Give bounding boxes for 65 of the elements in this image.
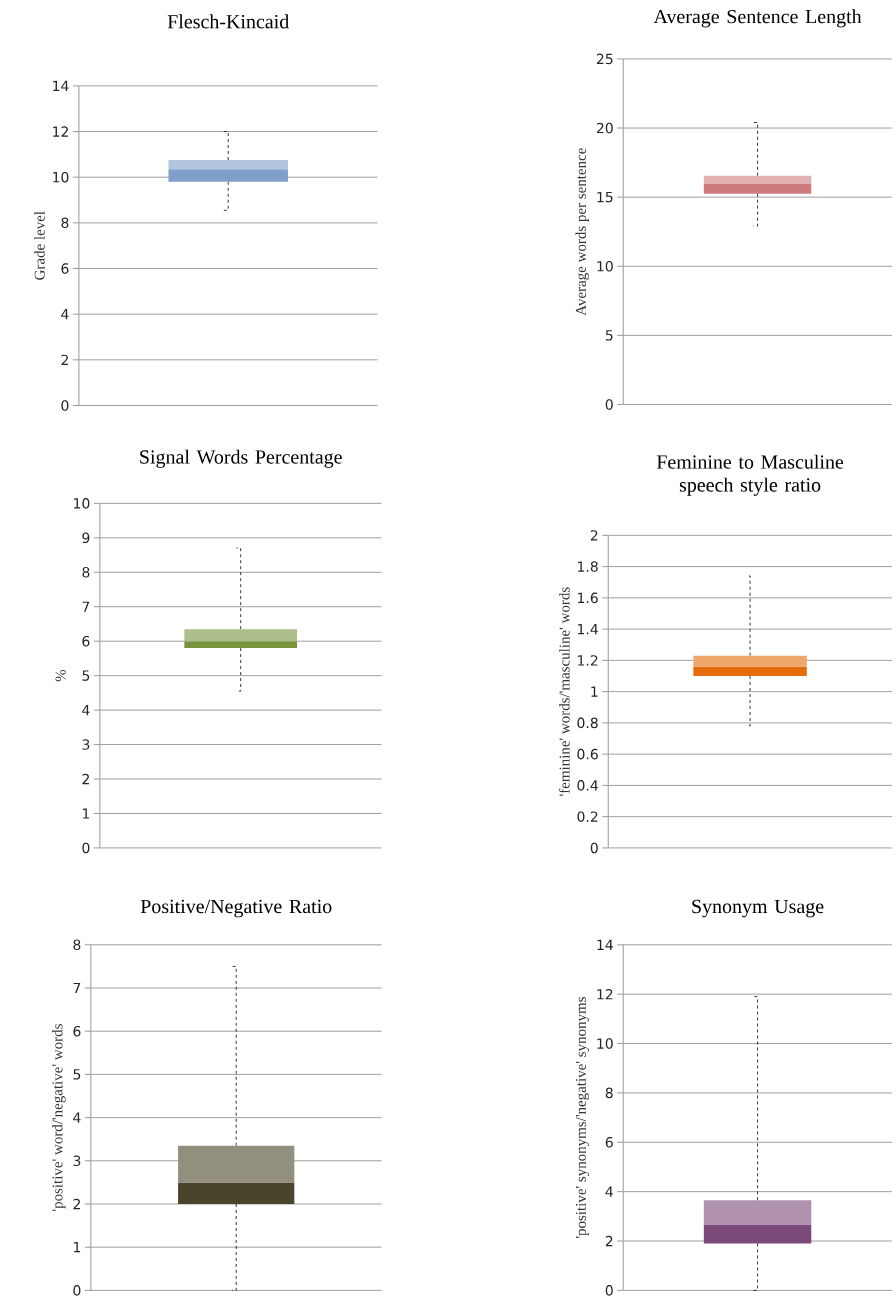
y-tick-label: 0.4	[577, 780, 598, 791]
y-tick-label: 1.4	[578, 624, 598, 635]
y-tick-label: 5	[82, 670, 90, 681]
y-tick-label: 2	[73, 1198, 81, 1210]
chart-title: Feminine to Masculine speech style ratio	[656, 454, 844, 496]
y-tick-label: 4	[61, 309, 69, 320]
y-tick-label: 10	[597, 1038, 613, 1049]
y-tick-label: 2	[82, 773, 90, 785]
y-tick-label: 0	[82, 842, 90, 854]
chart-title: Average Sentence Length	[653, 9, 862, 28]
y-axis-title: Average words per sentence	[575, 148, 590, 316]
y-tick-label: 10	[74, 498, 90, 509]
y-tick-label: 0.8	[577, 717, 598, 729]
chart-title: Signal Words Percentage	[140, 449, 342, 468]
y-tick-label: 5	[73, 1069, 81, 1080]
chart-title: Synonym Usage	[692, 899, 824, 918]
y-tick-label: 8	[605, 1087, 613, 1099]
y-tick-label: 3	[73, 1155, 81, 1167]
y-tick-label: 5	[605, 330, 613, 341]
y-tick-label: 1.6	[578, 592, 598, 604]
y-axis-title: 'feminine' words/'masculine' words	[559, 587, 570, 796]
y-tick-label: 0	[605, 399, 613, 410]
y-tick-label: 2	[61, 354, 69, 366]
y-tick-label: 0	[61, 400, 69, 411]
y-tick-label: 1	[83, 808, 90, 819]
y-tick-label: 7	[82, 601, 90, 612]
y-tick-label: 8	[73, 939, 81, 951]
y-tick-label: 14	[53, 80, 69, 91]
y-tick-label: 0	[605, 1285, 613, 1296]
y-axis-title: %	[55, 669, 66, 682]
chart-title: Flesch-Kincaid	[167, 14, 290, 29]
y-tick-label: 20	[596, 122, 613, 134]
y-tick-label: 0.6	[577, 748, 598, 760]
y-tick-label: 1	[591, 686, 598, 697]
y-tick-label: 9	[82, 532, 90, 544]
y-tick-label: 1	[74, 1242, 81, 1253]
y-tick-label: 4	[605, 1186, 613, 1197]
y-tick-label: 6	[61, 263, 69, 274]
y-tick-label: 12	[597, 988, 613, 1000]
y-axis-title: Grade level	[34, 211, 45, 280]
y-tick-label: 6	[82, 635, 90, 647]
y-tick-label: 14	[597, 939, 613, 950]
chart-title: Positive/Negative Ratio	[140, 899, 332, 918]
y-axis-title: 'positive' synonyms/'negative' synonyms	[575, 997, 590, 1239]
y-tick-label: 3	[82, 739, 90, 750]
y-tick-label: 10	[53, 171, 69, 183]
y-tick-label: 2	[605, 1235, 613, 1247]
y-tick-label: 7	[73, 982, 81, 994]
y-tick-label: 0	[590, 842, 598, 854]
y-tick-label: 6	[73, 1025, 81, 1037]
y-tick-label: 0	[73, 1285, 81, 1296]
y-tick-label: 2	[590, 530, 598, 541]
y-tick-label: 6	[605, 1136, 613, 1148]
y-tick-label: 0.2	[577, 811, 598, 822]
y-tick-label: 1.2	[578, 655, 598, 666]
y-tick-label: 4	[82, 705, 90, 716]
y-tick-label: 12	[53, 126, 69, 137]
y-tick-label: 8	[82, 566, 90, 578]
y-tick-label: 1.8	[578, 561, 598, 572]
y-axis-title: 'positive' word/'negative' words	[52, 1024, 66, 1211]
y-tick-label: 8	[61, 217, 69, 229]
y-tick-label: 4	[73, 1112, 81, 1123]
y-tick-label: 15	[597, 191, 613, 203]
y-tick-label: 10	[597, 260, 613, 272]
y-tick-label: 25	[596, 53, 613, 65]
